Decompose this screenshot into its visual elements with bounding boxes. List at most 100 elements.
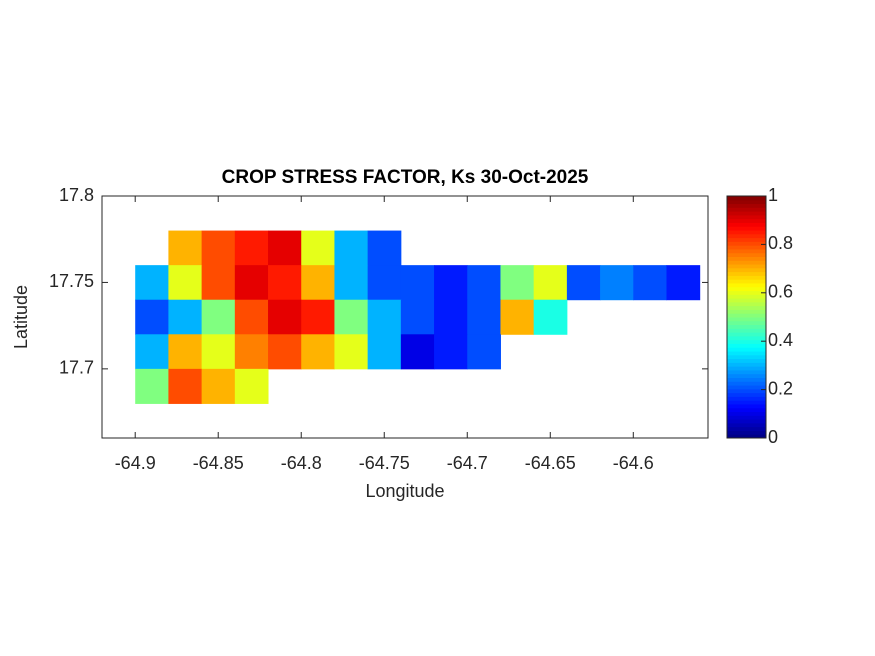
map-cell — [533, 299, 568, 335]
map-cell — [467, 299, 501, 335]
colorbar-swatch — [727, 430, 766, 435]
colorbar-swatch — [727, 335, 766, 341]
colorbar-tick-label: 0 — [768, 427, 778, 447]
colorbar-swatch — [727, 362, 766, 367]
colorbar-swatch — [727, 298, 766, 303]
map-cell — [467, 334, 501, 370]
colorbar-swatch — [727, 218, 766, 223]
map-cell — [301, 265, 335, 301]
colorbar-swatch — [727, 411, 766, 416]
colorbar-swatch — [727, 260, 766, 265]
map-cell — [135, 265, 169, 301]
map-cell — [400, 265, 435, 301]
colorbar-swatch — [727, 415, 766, 420]
colorbar-swatch — [727, 241, 766, 246]
colorbar-swatch — [727, 309, 766, 314]
map-cell — [201, 230, 236, 266]
map-cell — [201, 265, 236, 301]
map-cell — [135, 334, 169, 370]
x-tick-label: -64.6 — [613, 453, 654, 473]
colorbar-swatch — [727, 248, 766, 254]
colorbar-swatch — [727, 301, 766, 307]
colorbar-swatch — [727, 282, 766, 288]
colorbar-swatch — [727, 324, 766, 329]
colorbar-swatch — [727, 354, 766, 360]
colorbar-swatch — [727, 426, 766, 431]
map-cell — [234, 299, 269, 335]
map-cell — [234, 334, 269, 370]
colorbar-swatch — [727, 385, 766, 390]
colorbar-swatch — [727, 275, 766, 280]
map-cell — [268, 230, 302, 266]
map-cell — [633, 265, 667, 301]
colorbar-swatch — [727, 245, 766, 250]
x-tick-label: -64.8 — [281, 453, 322, 473]
map-cell — [467, 265, 501, 301]
colorbar-swatch — [727, 290, 766, 295]
colorbar-swatch — [727, 347, 766, 352]
map-cell — [168, 334, 203, 370]
colorbar-swatch — [727, 419, 766, 424]
colorbar-swatch — [727, 214, 766, 220]
map-cell — [301, 230, 335, 266]
map-cell — [334, 230, 369, 266]
colorbar-swatch — [727, 339, 766, 344]
axes-box — [101, 195, 709, 439]
map-cell — [400, 334, 435, 370]
map-cell — [367, 334, 402, 370]
map-cell — [168, 230, 203, 266]
map-cell — [234, 368, 269, 404]
y-axis-label: Latitude — [11, 285, 31, 349]
map-cell — [201, 299, 236, 335]
colorbar-swatch — [727, 343, 766, 348]
colorbar-swatch — [727, 373, 766, 378]
x-tick-label: -64.65 — [525, 453, 576, 473]
colorbar-swatch — [727, 233, 766, 239]
colorbar-swatch — [727, 286, 766, 292]
colorbar-swatch — [727, 313, 766, 318]
map-cells — [135, 230, 701, 404]
colorbar-swatch — [727, 422, 766, 428]
map-cell — [301, 299, 335, 335]
colorbar-swatch — [727, 407, 766, 413]
map-cell — [234, 230, 269, 266]
colorbar-swatch — [727, 351, 766, 356]
x-tick-label: -64.7 — [447, 453, 488, 473]
map-cell — [135, 299, 169, 335]
colorbar-swatch — [727, 317, 766, 322]
map-cell — [135, 368, 169, 404]
map-cell — [268, 265, 302, 301]
colorbar-box — [726, 195, 767, 439]
map-cell — [666, 265, 701, 301]
map-cell — [367, 299, 402, 335]
colorbar-swatch — [727, 332, 766, 337]
chart-title: CROP STRESS FACTOR, Ks 30-Oct-2025 — [222, 167, 589, 188]
colorbar-swatch — [727, 400, 766, 405]
map-cell — [533, 265, 568, 301]
colorbar-swatch — [727, 252, 766, 257]
x-tick-label: -64.75 — [359, 453, 410, 473]
map-cell — [434, 334, 468, 370]
colorbar-swatch — [727, 267, 766, 273]
x-axis-label: Longitude — [365, 481, 444, 501]
map-cell — [334, 334, 369, 370]
colorbar-swatch — [727, 294, 766, 299]
colorbar-tick-label: 0.4 — [768, 330, 793, 350]
colorbar-swatch — [727, 199, 766, 205]
colorbar-swatch — [727, 271, 766, 276]
colorbar-swatch — [727, 230, 766, 235]
colorbar-tick-label: 0.2 — [768, 378, 793, 398]
colorbar-swatch — [727, 207, 766, 212]
map-cell — [400, 299, 435, 335]
colorbar — [727, 196, 766, 439]
y-tick-label: 17.7 — [59, 358, 94, 378]
map-cell — [268, 299, 302, 335]
map-cell — [434, 265, 468, 301]
colorbar-swatch — [727, 222, 766, 227]
map-cell — [500, 265, 535, 301]
colorbar-swatch — [727, 203, 766, 208]
map-cell — [367, 265, 402, 301]
map-cell — [500, 299, 535, 335]
map-cell — [234, 265, 269, 301]
